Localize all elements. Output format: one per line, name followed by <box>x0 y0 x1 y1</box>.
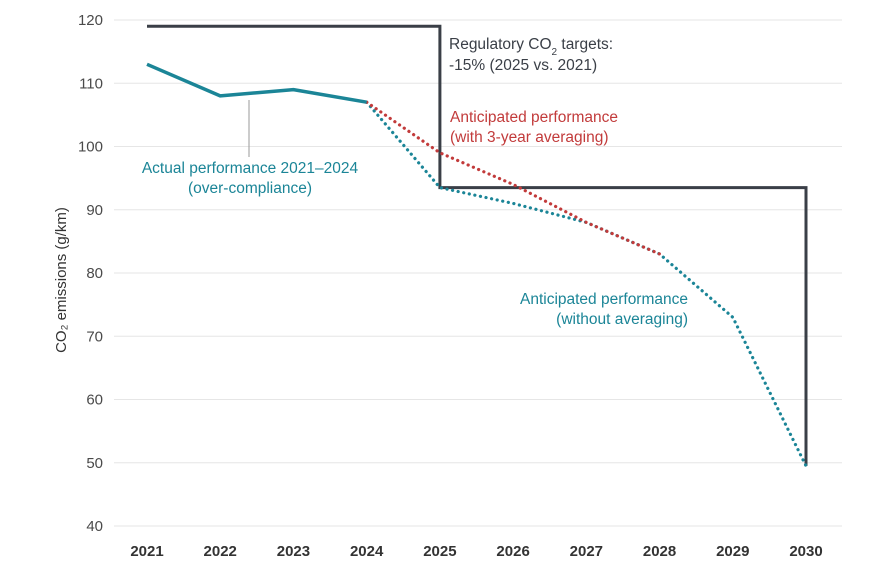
y-tick-label: 60 <box>86 392 103 409</box>
series-without-line <box>365 100 808 468</box>
x-tick-label: 2030 <box>789 543 822 560</box>
without-annotation-line1: Anticipated performance <box>520 291 688 308</box>
target-annotation: Regulatory CO2 targets: -15% (2025 vs. 2… <box>449 36 613 74</box>
series-averaging-line <box>365 100 662 256</box>
averaging-annotation-line2: (with 3-year averaging) <box>450 129 609 146</box>
y-tick-label: 100 <box>78 139 103 156</box>
x-tick-label: 2024 <box>350 543 384 560</box>
x-tick-label: 2026 <box>496 543 529 560</box>
without-annotation: Anticipated performance (without averagi… <box>520 291 688 328</box>
x-tick-label: 2021 <box>130 543 163 560</box>
x-tick-label: 2023 <box>277 543 310 560</box>
y-tick-label: 80 <box>86 265 103 282</box>
averaging-annotation-line1: Anticipated performance <box>450 109 618 126</box>
x-tick-label: 2022 <box>204 543 237 560</box>
series-actual-line <box>146 62 367 104</box>
target-annotation-line2: -15% (2025 vs. 2021) <box>449 57 597 74</box>
y-tick-label: 90 <box>86 202 103 219</box>
y-tick-label: 40 <box>86 518 103 535</box>
actual-annotation-line2: (over-compliance) <box>188 180 312 197</box>
x-tick-label: 2025 <box>423 543 456 560</box>
y-axis-label: CO₂ emissions (g/km) <box>53 207 70 353</box>
actual-annotation: Actual performance 2021–2024 (over-compl… <box>142 160 359 197</box>
actual-annotation-line1: Actual performance 2021–2024 <box>142 160 359 177</box>
gridlines <box>114 19 842 527</box>
y-tick-label: 70 <box>86 328 103 345</box>
x-tick-label: 2029 <box>716 543 749 560</box>
x-tick-label: 2028 <box>643 543 676 560</box>
series <box>146 24 808 468</box>
y-tick-label: 120 <box>78 12 103 29</box>
y-axis-ticks: 40 50 60 70 80 90 100 110 120 <box>78 12 103 535</box>
x-axis-ticks: 2021 2022 2023 2024 2025 2026 2027 2028 2029 2030 <box>130 543 822 560</box>
x-tick-label: 2027 <box>570 543 603 560</box>
y-tick-label: 50 <box>86 455 103 472</box>
averaging-annotation: Anticipated performance (with 3-year ave… <box>450 109 618 146</box>
without-annotation-line2: (without averaging) <box>556 311 688 328</box>
target-annotation-line1: Regulatory CO2 targets: <box>449 36 613 58</box>
y-tick-label: 110 <box>79 75 103 92</box>
